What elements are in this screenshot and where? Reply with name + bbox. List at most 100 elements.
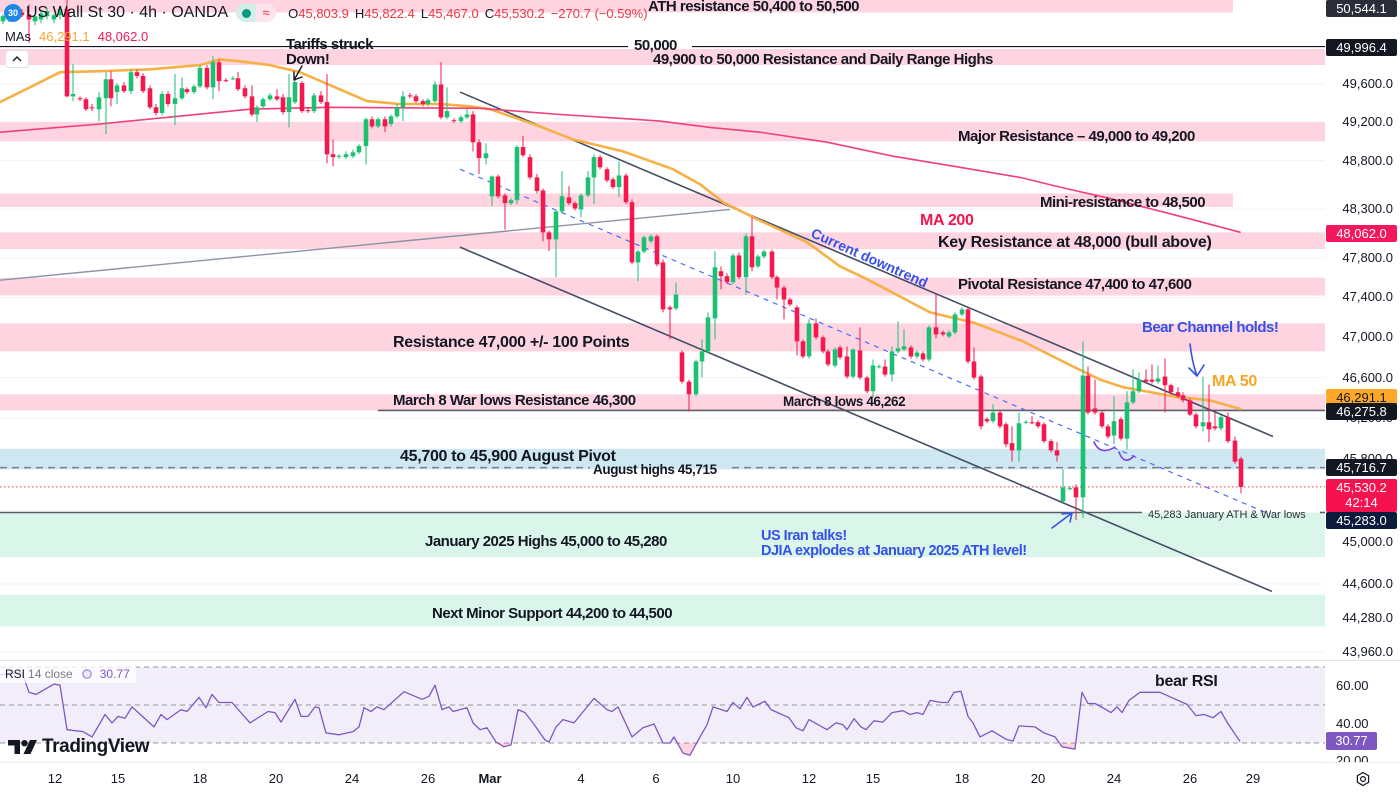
time-axis[interactable]: 12 15 18 20 24 26 Mar 4 6 10 12 15 18 20… <box>0 762 1400 792</box>
candle-down <box>1092 379 1098 415</box>
ma200-label[interactable]: MA 200 <box>920 212 974 229</box>
bear-rsi-label[interactable]: bear RSI <box>1155 673 1218 690</box>
bear-channel-holds-label[interactable]: Bear Channel holds! <box>1142 319 1279 336</box>
market-open-indicator[interactable] <box>236 4 257 22</box>
candle-body <box>864 377 870 392</box>
january-ath-war-lows-label[interactable]: 45,283 January ATH & War lows <box>1148 509 1306 521</box>
candle-body <box>159 93 165 114</box>
candle-body <box>755 256 761 267</box>
candle-down <box>305 107 311 114</box>
major-resistance-zone[interactable] <box>0 122 1325 142</box>
candle-up <box>343 151 349 160</box>
level-50000-label[interactable]: 50,000 <box>634 37 677 54</box>
double-bottom-curve-icon[interactable] <box>1093 441 1135 461</box>
rising-trend-line[interactable] <box>0 208 731 281</box>
ath-resistance-label[interactable]: ATH resistance 50,400 to 50,500 <box>648 0 860 15</box>
candle-body <box>254 107 260 115</box>
candle-body <box>128 72 134 92</box>
price-zones[interactable] <box>0 0 1325 627</box>
candle-down <box>736 252 742 280</box>
candle-down <box>438 62 444 120</box>
august-pivot-label[interactable]: 45,700 to 45,900 August Pivot <box>400 448 616 465</box>
candle-up <box>870 359 876 398</box>
iran-note-line2: DJIA explodes at January 2025 ATH level! <box>761 543 1027 559</box>
bear-channel-arrow-icon[interactable] <box>1188 343 1205 377</box>
ma-indicator-label[interactable]: MAs <box>5 28 31 44</box>
bear-channel-lower-line[interactable] <box>459 246 1273 593</box>
january-2025-highs-label[interactable]: January 2025 Highs 45,000 to 45,280 <box>425 533 667 550</box>
august-highs-label[interactable]: August highs 45,715 <box>593 462 717 477</box>
march-8-war-lows-zone[interactable] <box>0 394 1325 411</box>
resistance-49900-50000-zone[interactable] <box>0 49 1325 66</box>
candle-body <box>693 361 699 395</box>
candle-down <box>235 72 241 92</box>
candle-down <box>769 249 775 280</box>
candle-down <box>1054 442 1060 462</box>
us-iran-talks-note[interactable]: US Iran talks! DJIA explodes at January … <box>761 529 1027 559</box>
candle-body <box>1118 419 1124 439</box>
time-axis-label: 18 <box>192 771 208 786</box>
collapse-legend-button[interactable] <box>5 50 29 68</box>
price-axis-pane-separator <box>1325 660 1400 661</box>
candle-body <box>654 236 660 265</box>
candle-body <box>108 79 114 99</box>
tariffs-struck-down-note[interactable]: Tariffs struck Down! <box>286 37 373 67</box>
annotation-arrows[interactable] <box>293 65 1205 529</box>
key-resistance-zone[interactable] <box>0 232 1325 250</box>
candle-body <box>1023 421 1029 423</box>
resistance-47000-label[interactable]: Resistance 47,000 +/- 100 Points <box>393 334 630 351</box>
ma-50-line <box>0 58 1242 411</box>
candle-body <box>648 236 654 242</box>
candle-up <box>730 253 736 285</box>
candle-down <box>140 73 146 94</box>
iran-talks-arrow-icon[interactable] <box>1051 512 1073 529</box>
bear-channel-upper-line[interactable] <box>459 91 1274 438</box>
delayed-data-icon[interactable]: ≈ <box>256 4 277 22</box>
resistance-47000-zone[interactable] <box>0 323 1325 352</box>
price-axis[interactable]: 49,600.0 49,200.0 48,800.0 48,300.0 47,800.0… <box>1325 0 1400 768</box>
channel-midline[interactable] <box>459 168 1271 515</box>
candle-body <box>933 327 939 335</box>
candle-down <box>77 96 83 102</box>
mini-resistance-label[interactable]: Mini-resistance to 48,500 <box>1040 194 1206 211</box>
candle-down <box>965 307 971 364</box>
chart-settings-icon[interactable] <box>1355 771 1371 787</box>
candle-down <box>940 330 946 337</box>
march-8-war-lows-label[interactable]: March 8 War lows Resistance 46,300 <box>393 392 636 409</box>
august-pivot-zone[interactable] <box>0 448 1325 470</box>
candle-body <box>280 97 286 113</box>
candle-up <box>210 56 216 100</box>
major-resistance-label[interactable]: Major Resistance – 49,000 to 49,200 <box>958 128 1195 145</box>
rsi-legend[interactable]: RSI 14 close 30.77 <box>0 664 136 683</box>
candle-up <box>616 161 622 198</box>
key-resistance-label[interactable]: Key Resistance at 48,000 (bull above) <box>938 234 1212 251</box>
candle-up <box>1060 469 1066 503</box>
ma200-value: 48,062.0 <box>97 28 149 44</box>
next-minor-support-zone[interactable] <box>0 594 1325 627</box>
candle-body <box>850 349 856 377</box>
candle-body <box>724 276 730 283</box>
market-status-pill[interactable]: ≈ <box>236 4 277 22</box>
tariffs-arrow-icon[interactable] <box>293 65 303 81</box>
mini-resistance-zone[interactable] <box>0 193 1233 208</box>
ma50-label[interactable]: MA 50 <box>1212 373 1258 390</box>
candle-up <box>70 64 76 102</box>
candle-down <box>299 81 305 114</box>
ath-resistance-zone[interactable] <box>0 0 1233 13</box>
candle-body <box>736 255 742 278</box>
candle-body <box>585 177 591 196</box>
symbol-title[interactable]: US Wall St 30 · 4h · OANDA <box>26 4 229 21</box>
resistance-49900-label[interactable]: 49,900 to 50,000 Resistance and Daily Ra… <box>653 51 993 68</box>
next-minor-support-label[interactable]: Next Minor Support 44,200 to 44,500 <box>432 605 673 622</box>
pivotal-resistance-label[interactable]: Pivotal Resistance 47,400 to 47,600 <box>958 276 1192 293</box>
candle-up <box>648 234 654 244</box>
horizontal-levels[interactable] <box>0 45 1325 514</box>
symbol-logo-badge[interactable]: 30 <box>4 4 22 22</box>
tradingview-logo[interactable]: TradingView <box>8 736 150 758</box>
candle-body <box>179 88 185 99</box>
trend-line-drawings[interactable] <box>0 91 1274 593</box>
candle-up <box>673 282 679 311</box>
march-8-lows-label[interactable]: March 8 lows 46,262 <box>783 394 906 409</box>
